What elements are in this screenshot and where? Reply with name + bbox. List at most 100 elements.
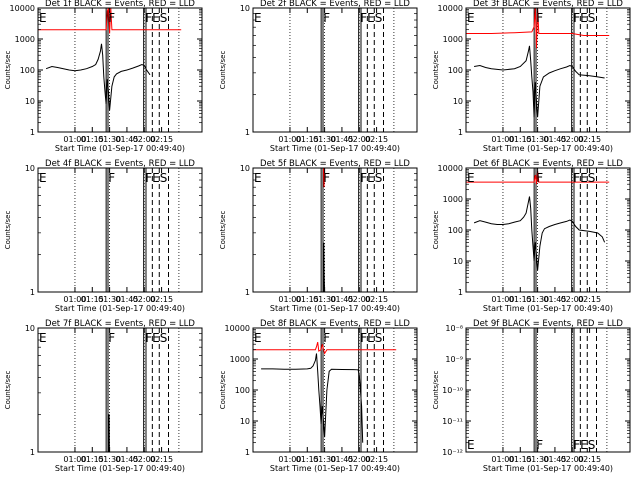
y-tick-label: 100 (448, 66, 463, 75)
x-tick-label: 01:00 (491, 135, 514, 144)
x-tick-label: 01:15 (81, 135, 104, 144)
x-tick-label: 02:00 (561, 295, 584, 304)
x-tick-label: 01:45 (115, 135, 138, 144)
x-tick-label: 02:15 (578, 455, 601, 464)
x-tick-label: 01:45 (543, 455, 566, 464)
x-tick-label: 01:30 (526, 295, 549, 304)
plot-frame (252, 7, 418, 133)
x-tick-label: 01:30 (313, 135, 336, 144)
x-tick-label: 01:45 (115, 455, 138, 464)
x-tick-label: 01:15 (296, 295, 319, 304)
y-tick-label: 1 (245, 288, 250, 297)
panel-title: Det 4f BLACK = Events, RED = LLD (45, 159, 195, 169)
plot-frame (37, 7, 203, 133)
marker-label-e: E (39, 171, 47, 185)
series-line-1 (253, 341, 397, 355)
x-tick-label: 01:00 (278, 135, 301, 144)
panel-title: Det 2f BLACK = Events, RED = LLD (260, 0, 410, 9)
y-axis-label: Counts/sec (219, 371, 227, 410)
panel-title: Det 3f BLACK = Events, RED = LLD (473, 0, 623, 9)
x-tick-label: 01:00 (491, 295, 514, 304)
x-tick-label: 01:00 (278, 455, 301, 464)
y-axis-label: Counts/sec (432, 371, 440, 410)
y-tick-label: 10000 (438, 164, 463, 173)
panel-title: Det 1f BLACK = Events, RED = LLD (45, 0, 195, 9)
y-tick-label: 10 (25, 164, 35, 173)
x-tick-label: 01:30 (98, 455, 121, 464)
series-line-2 (474, 45, 605, 118)
x-tick-label: 01:30 (313, 295, 336, 304)
x-tick-label: 02:15 (365, 455, 388, 464)
y-tick-label: 10⁻⁹ (445, 355, 463, 364)
marker-label-e: E (254, 11, 262, 25)
series-line-2 (323, 242, 326, 293)
x-axis-label: Start Time (01-Sep-17 00:49:40) (483, 144, 613, 153)
panel-title: Det 8f BLACK = Events, RED = LLD (260, 319, 410, 329)
x-tick-label: 01:30 (313, 455, 336, 464)
x-tick-label: 02:00 (133, 135, 156, 144)
x-tick-label: 01:30 (526, 455, 549, 464)
chart-panel-8: Det 8f BLACK = Events, RED = LLD E F FES 1 10… (219, 319, 418, 473)
y-tick-label: 10⁻¹² (442, 448, 463, 457)
x-tick-label: 02:00 (133, 455, 156, 464)
y-tick-label: 1000 (15, 35, 35, 44)
y-axis-label: Counts/sec (4, 51, 12, 90)
x-axis-label: Start Time (01-Sep-17 00:49:40) (483, 464, 613, 473)
x-axis-label: Start Time (01-Sep-17 00:49:40) (55, 144, 185, 153)
chart-panel-4: Det 4f BLACK = Events, RED = LLD E F FES 1 10… (4, 159, 203, 313)
x-tick-label: 02:00 (348, 455, 371, 464)
x-tick-label: 01:00 (491, 455, 514, 464)
x-tick-label: 02:00 (348, 295, 371, 304)
x-tick-label: 01:00 (278, 295, 301, 304)
y-axis-label: Counts/sec (432, 51, 440, 90)
series-line-2 (45, 43, 151, 111)
x-tick-label: 01:15 (296, 455, 319, 464)
x-axis-label: Start Time (01-Sep-17 00:49:40) (270, 464, 400, 473)
marker-label-fes: FES (145, 331, 167, 345)
series-line-1 (466, 7, 610, 49)
x-tick-label: 01:00 (63, 455, 86, 464)
x-axis-label: Start Time (01-Sep-17 00:49:40) (270, 144, 400, 153)
series-line-1 (108, 414, 110, 453)
y-axis-label: Counts/sec (4, 371, 12, 410)
y-tick-label: 10 (25, 97, 35, 106)
marker-label-fes: FES (145, 171, 167, 185)
marker-label-e: E (39, 331, 47, 345)
marker-label-f: F (536, 438, 543, 452)
x-tick-label: 01:45 (330, 135, 353, 144)
y-tick-label: 1 (30, 128, 35, 137)
marker-label-e: E (254, 171, 262, 185)
y-tick-label: 100 (235, 386, 250, 395)
chart-panel-6: Det 6f BLACK = Events, RED = LLD E F FES 1 10… (432, 159, 631, 313)
y-tick-label: 10000 (438, 4, 463, 13)
y-tick-label: 10⁻¹¹ (442, 417, 463, 426)
plot-frame (252, 167, 418, 293)
y-tick-label: 1000 (443, 35, 463, 44)
x-tick-label: 02:15 (578, 295, 601, 304)
chart-panel-1: Det 1f BLACK = Events, RED = LLD E F FES 1 10… (4, 0, 203, 153)
series-line-2 (473, 196, 606, 271)
marker-label-f: F (536, 171, 543, 185)
marker-label-f: F (323, 331, 330, 345)
chart-panel-7: Det 7f BLACK = Events, RED = LLD E F FES 1 10… (4, 319, 203, 473)
panel-title: Det 5f BLACK = Events, RED = LLD (260, 159, 410, 169)
marker-label-e: E (467, 438, 475, 452)
panel-title: Det 9f BLACK = Events, RED = LLD (473, 319, 623, 329)
y-axis-label: Counts/sec (219, 211, 227, 250)
marker-label-fes: FES (573, 11, 595, 25)
y-tick-label: 1000 (230, 355, 250, 364)
y-axis-label: Counts/sec (219, 51, 227, 90)
marker-label-fes: FES (573, 171, 595, 185)
y-axis-label: Counts/sec (4, 211, 12, 250)
marker-label-f: F (323, 171, 330, 185)
x-tick-label: 02:15 (150, 295, 173, 304)
x-tick-label: 02:15 (150, 135, 173, 144)
y-tick-label: 10 (453, 257, 463, 266)
plot-frame (465, 7, 631, 133)
x-tick-label: 02:00 (348, 135, 371, 144)
x-tick-label: 01:15 (509, 135, 532, 144)
y-tick-label: 10⁻⁸ (445, 324, 463, 333)
series-line-1 (38, 7, 182, 34)
series-line-1 (323, 167, 326, 188)
x-tick-label: 01:30 (98, 295, 121, 304)
